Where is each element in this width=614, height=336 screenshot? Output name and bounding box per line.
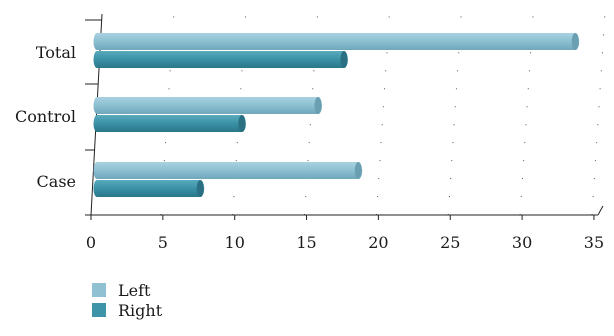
x-tick-label: 30 (512, 233, 532, 252)
x-axis-end (597, 205, 604, 216)
x-tick-label: 20 (368, 233, 388, 252)
bar-cap (196, 180, 204, 197)
x-tick-label: 0 (86, 233, 96, 252)
bar-base (93, 33, 101, 50)
y-category-label: Total (36, 43, 76, 62)
x-tick-label: 5 (158, 233, 168, 252)
bar-cap (340, 51, 348, 68)
bar-body (97, 33, 580, 50)
axes (85, 13, 605, 220)
bar-body (97, 51, 348, 68)
x-tick-label: 25 (440, 233, 460, 252)
bar-right-case (93, 180, 205, 197)
x-tick-label: 10 (225, 233, 245, 252)
bar-left-case (93, 162, 363, 179)
bar-cap (571, 33, 579, 50)
y-category-label: Case (37, 172, 76, 191)
bar-body (97, 115, 246, 132)
bar-base (93, 115, 101, 132)
bar-left-control (93, 97, 323, 114)
bar-base (93, 162, 101, 179)
bar-right-control (93, 115, 246, 132)
legend-item-left: Left (92, 281, 151, 300)
bar-cap (354, 162, 362, 179)
bar-base (93, 97, 101, 114)
bar-right-total (93, 51, 348, 68)
y-category-label: Control (15, 107, 76, 126)
legend-item-right: Right (92, 301, 163, 320)
bar-left-total (93, 33, 580, 50)
bar-cap (238, 115, 246, 132)
bar-base (93, 51, 101, 68)
bar-base (93, 180, 101, 197)
bars (93, 33, 580, 197)
legend-swatch (92, 283, 106, 297)
x-tick-label: 35 (584, 233, 604, 252)
x-tick-label: 15 (296, 233, 316, 252)
bar-body (97, 162, 363, 179)
legend-label: Left (118, 281, 151, 300)
grid-line (591, 13, 606, 216)
bar-body (97, 97, 323, 114)
bar-cap (314, 97, 322, 114)
legend-swatch (92, 303, 106, 317)
legend-label: Right (118, 301, 163, 320)
labels: 0 5 10 15 20 25 30 35 Total Control Case (15, 43, 604, 252)
floor-plane (91, 197, 605, 215)
bar-body (97, 180, 205, 197)
